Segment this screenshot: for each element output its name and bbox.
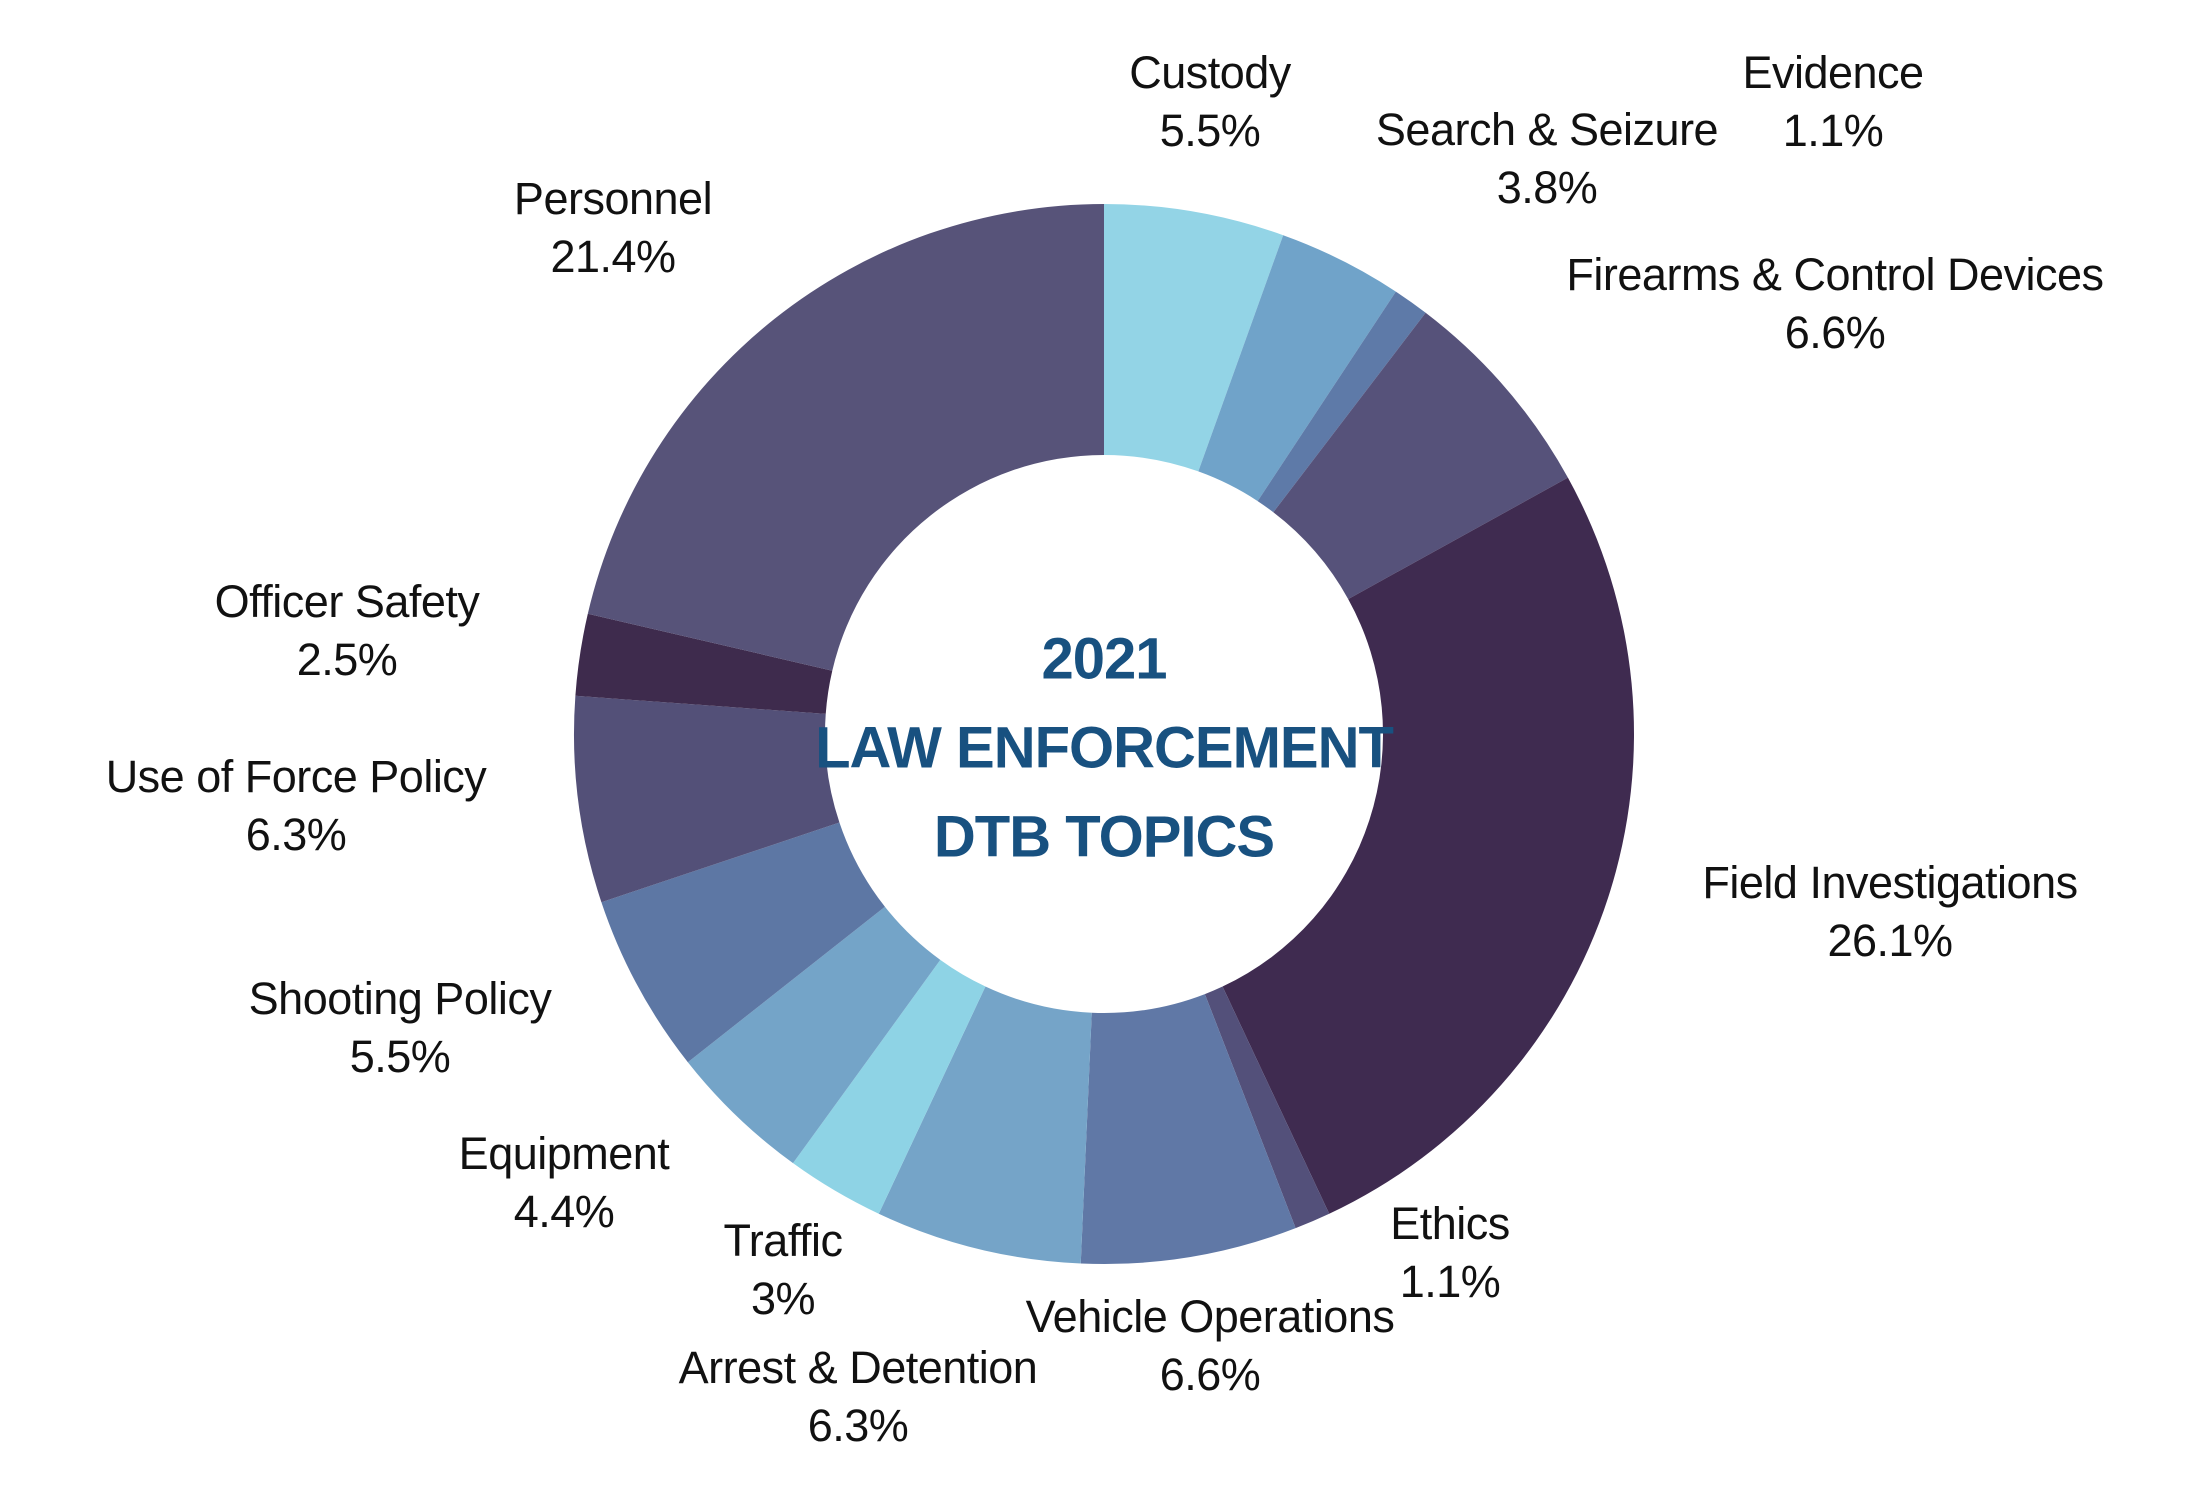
slice-label-name: Personnel bbox=[513, 173, 713, 224]
slice-label-value: 6.6% bbox=[1784, 307, 1886, 358]
slice-label-traffic: Traffic 3% bbox=[723, 1212, 843, 1328]
slice-label-name: Field Investigations bbox=[1702, 857, 2078, 908]
slice-label-value: 2.5% bbox=[296, 634, 398, 685]
slice-arrest-detention bbox=[878, 986, 1092, 1264]
slice-label-value: 26.1% bbox=[1827, 915, 1953, 966]
slice-label-evidence: Evidence 1.1% bbox=[1742, 44, 1924, 160]
slice-label-value: 3.8% bbox=[1496, 162, 1598, 213]
slice-label-shooting-policy: Shooting Policy 5.5% bbox=[249, 970, 552, 1086]
slice-personnel bbox=[587, 203, 1104, 671]
slice-label-value: 6.6% bbox=[1159, 1349, 1261, 1400]
slice-label-vehicle-operations: Vehicle Operations 6.6% bbox=[1026, 1288, 1395, 1404]
slice-label-arrest-detention: Arrest & Detention 6.3% bbox=[679, 1339, 1038, 1455]
slice-label-ethics: Ethics 1.1% bbox=[1390, 1195, 1510, 1311]
slice-label-value: 6.3% bbox=[807, 1400, 909, 1451]
slice-label-personnel: Personnel 21.4% bbox=[513, 170, 713, 286]
slice-label-value: 1.1% bbox=[1782, 105, 1884, 156]
slice-label-name: Ethics bbox=[1390, 1198, 1510, 1249]
slice-label-search-seizure: Search & Seizure 3.8% bbox=[1375, 101, 1719, 217]
slice-label-name: Evidence bbox=[1742, 47, 1924, 98]
slice-label-field-investigations: Field Investigations 26.1% bbox=[1702, 854, 2078, 970]
slice-shooting-policy bbox=[601, 822, 885, 1063]
slice-label-name: Firearms & Control Devices bbox=[1566, 249, 2104, 300]
slice-label-name: Arrest & Detention bbox=[678, 1342, 1038, 1393]
slice-label-value: 6.3% bbox=[245, 809, 347, 860]
slice-ethics bbox=[1204, 986, 1330, 1229]
slice-label-value: 5.5% bbox=[1159, 105, 1261, 156]
slice-label-name: Equipment bbox=[458, 1128, 670, 1179]
slice-custody bbox=[1104, 203, 1284, 472]
slice-officer-safety bbox=[575, 613, 833, 714]
slice-field-investigations bbox=[1222, 477, 1635, 1214]
slice-use-of-force-policy bbox=[574, 695, 840, 903]
slice-label-name: Use of Force Policy bbox=[105, 751, 487, 802]
slice-firearms-control-devices bbox=[1273, 312, 1568, 600]
slice-label-value: 1.1% bbox=[1399, 1256, 1501, 1307]
slice-label-name: Vehicle Operations bbox=[1025, 1291, 1395, 1342]
slice-label-use-of-force-policy: Use of Force Policy 6.3% bbox=[106, 748, 487, 864]
slice-label-name: Custody bbox=[1129, 47, 1291, 98]
chart-title: 2021 LAW ENFORCEMENT DTB TOPICS bbox=[815, 615, 1394, 882]
slice-label-value: 21.4% bbox=[550, 231, 676, 282]
chart-title-line3: DTB TOPICS bbox=[933, 804, 1275, 870]
slice-label-equipment: Equipment 4.4% bbox=[459, 1125, 670, 1241]
slice-label-name: Officer Safety bbox=[214, 576, 480, 627]
slice-label-custody: Custody 5.5% bbox=[1129, 44, 1291, 160]
slice-label-value: 5.5% bbox=[349, 1031, 451, 1082]
slice-label-name: Shooting Policy bbox=[248, 973, 552, 1024]
slice-equipment bbox=[687, 906, 941, 1164]
slice-label-name: Traffic bbox=[723, 1215, 843, 1266]
chart-title-year: 2021 bbox=[1041, 626, 1167, 692]
chart-title-line2: LAW ENFORCEMENT bbox=[815, 715, 1394, 781]
slice-evidence bbox=[1257, 291, 1426, 513]
slice-label-value: 3% bbox=[750, 1273, 816, 1324]
slice-traffic bbox=[793, 959, 986, 1214]
slice-search-seizure bbox=[1198, 235, 1396, 502]
slice-label-value: 4.4% bbox=[513, 1186, 615, 1237]
slice-label-name: Search & Seizure bbox=[1375, 104, 1719, 155]
slice-label-firearms-control-devices: Firearms & Control Devices 6.6% bbox=[1566, 246, 2104, 362]
slice-vehicle-operations bbox=[1080, 994, 1296, 1265]
slice-label-officer-safety: Officer Safety 2.5% bbox=[215, 573, 480, 689]
